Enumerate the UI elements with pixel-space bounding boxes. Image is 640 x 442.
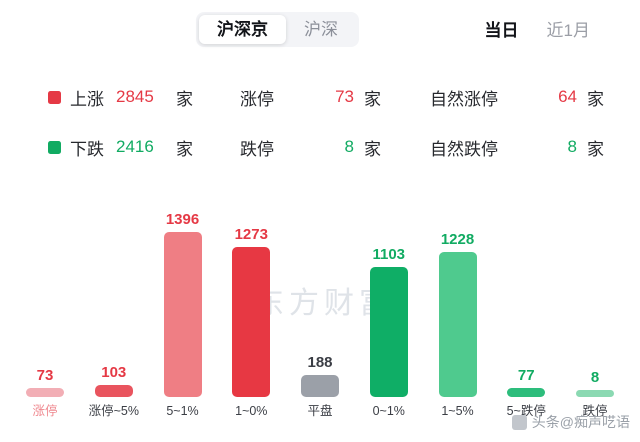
bar-value-label: 77 xyxy=(517,366,535,384)
up-count: 2845 xyxy=(116,87,154,106)
natural-limit-up-label: 自然涨停 xyxy=(430,89,498,109)
bar-category-label: 0~1% xyxy=(372,403,405,418)
period-tab-group: 当日 近1月 xyxy=(485,22,590,39)
down-count: 2416 xyxy=(116,137,154,156)
eastmoney-watermark: 东方财富 xyxy=(254,287,394,320)
natural-limit-up-unit: 家 xyxy=(587,89,604,109)
tab-current-day[interactable]: 当日 xyxy=(484,21,519,40)
bar xyxy=(26,387,64,397)
bar-value-label: 1228 xyxy=(440,230,475,248)
bar xyxy=(576,389,614,397)
limit-up-count: 73 xyxy=(335,87,354,106)
up-unit: 家 xyxy=(176,89,193,109)
bar-category-label: 跌停 xyxy=(582,403,608,418)
limit-down-label: 跌停 xyxy=(240,139,274,159)
limit-up-label: 涨停 xyxy=(240,89,274,109)
down-legend-square xyxy=(48,140,61,154)
header: 沪深京 沪深 当日 近1月 xyxy=(0,10,640,54)
down-unit: 家 xyxy=(176,139,193,159)
bar-column[interactable]: 103 涨停~5% xyxy=(83,365,145,418)
toutiao-watermark-text: 头条@痴声呓语 xyxy=(531,414,630,430)
tab-shanghai-shenzhen[interactable]: 沪深 xyxy=(286,15,356,44)
market-tab-group: 沪深京 沪深 xyxy=(196,12,359,47)
natural-limit-down-label: 自然跌停 xyxy=(430,139,498,159)
toutiao-watermark: 头条@痴声呓语 xyxy=(511,412,630,432)
bar-column[interactable]: 8 跌停 xyxy=(564,370,626,418)
natural-limit-up-count: 64 xyxy=(558,87,577,106)
up-label: 上涨 xyxy=(70,89,104,109)
decliners-row: 下跌 2416 家 跌停 8 家 自然跌停 8 家 xyxy=(48,134,607,160)
bar-category-label: 1~0% xyxy=(235,403,268,418)
bar xyxy=(369,266,408,397)
bar xyxy=(94,384,133,397)
up-legend-square xyxy=(48,90,61,104)
bar-column[interactable]: 188 平盘 xyxy=(289,355,351,418)
summary: 上涨 2845 家 涨停 73 家 自然涨停 64 家 下跌 2416 家 跌停… xyxy=(48,84,607,184)
bar xyxy=(438,251,477,397)
tab-shanghai-shenzhen-beijing[interactable]: 沪深京 xyxy=(199,15,286,44)
bar-column[interactable]: 1396 5~1% xyxy=(152,212,214,418)
advancers-row: 上涨 2845 家 涨停 73 家 自然涨停 64 家 xyxy=(48,84,607,110)
bar-category-label: 涨停~5% xyxy=(88,403,139,418)
limit-up-unit: 家 xyxy=(364,89,381,109)
bar-category-label: 5~1% xyxy=(166,403,199,418)
bar-value-label: 1396 xyxy=(165,210,200,228)
bar xyxy=(232,246,271,397)
bar-column[interactable]: 1228 1~5% xyxy=(427,232,489,418)
bar-category-label: 平盘 xyxy=(307,403,333,418)
toutiao-logo-icon xyxy=(511,414,527,430)
bar-category-label: 1~5% xyxy=(441,403,474,418)
natural-limit-down-count: 8 xyxy=(567,137,577,156)
bar-column[interactable]: 73 涨停 xyxy=(14,368,76,418)
bar-value-label: 103 xyxy=(101,363,127,381)
bar-value-label: 8 xyxy=(590,368,600,386)
bar-value-label: 1273 xyxy=(234,225,268,243)
bar-column[interactable]: 77 5~跌停 xyxy=(495,368,557,418)
bar-category-label: 涨停 xyxy=(32,403,58,418)
down-label: 下跌 xyxy=(70,139,104,159)
bar-column[interactable]: 1273 1~0% xyxy=(220,227,282,418)
bar-chart: 73 涨停 103 涨停~5% 1396 5~1% 1273 1~0% 188 平盘 1103 0~1… xyxy=(14,190,626,418)
limit-down-count: 8 xyxy=(344,137,354,156)
bar xyxy=(507,387,546,397)
bar xyxy=(163,231,202,397)
bar-category-label: 5~跌停 xyxy=(506,403,546,418)
distribution-chart: 东方财富 73 涨停 103 涨停~5% 1396 5~1% 1273 1~0% 188 平盘 11… xyxy=(14,190,626,418)
tab-recent-month[interactable]: 近1月 xyxy=(546,21,590,40)
limit-down-unit: 家 xyxy=(364,139,381,159)
bar xyxy=(301,374,339,397)
bar-value-label: 188 xyxy=(307,353,333,371)
bar-value-label: 73 xyxy=(36,366,54,384)
natural-limit-down-unit: 家 xyxy=(587,139,604,159)
bar-column[interactable]: 1103 0~1% xyxy=(358,247,420,418)
bar-value-label: 1103 xyxy=(372,245,406,263)
